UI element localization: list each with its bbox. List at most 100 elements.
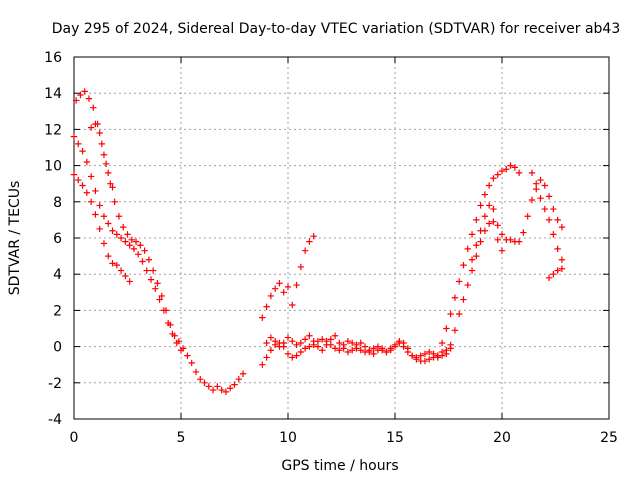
data-point	[306, 343, 313, 350]
data-point	[443, 325, 450, 332]
series-12	[528, 169, 566, 282]
data-point	[451, 294, 459, 301]
data-point	[464, 245, 471, 253]
data-point	[533, 180, 540, 187]
data-point	[137, 242, 144, 249]
data-point	[550, 205, 557, 213]
data-point	[490, 218, 497, 225]
data-point	[537, 176, 544, 184]
data-point	[201, 379, 208, 386]
data-point	[460, 261, 467, 269]
data-point	[485, 182, 493, 189]
data-point	[135, 251, 142, 258]
data-point	[122, 272, 129, 280]
data-point	[263, 354, 270, 361]
data-point	[276, 280, 283, 287]
series-6	[263, 332, 454, 361]
data-point	[75, 176, 82, 184]
data-point	[113, 261, 120, 269]
data-point	[498, 231, 506, 238]
y-axis-label: SDTVAR / TECUs	[7, 181, 23, 296]
data-point	[109, 227, 116, 234]
data-point	[494, 236, 501, 244]
data-point	[96, 129, 103, 137]
data-point	[259, 314, 266, 321]
x-axis-label: GPS time / hours	[281, 458, 398, 474]
data-point	[515, 238, 523, 245]
data-point	[323, 341, 330, 348]
data-point	[426, 348, 433, 356]
data-point	[468, 231, 476, 238]
data-point	[515, 169, 523, 177]
data-point	[100, 151, 108, 158]
data-point	[353, 341, 360, 348]
data-point	[426, 356, 433, 363]
data-point	[370, 345, 377, 352]
data-point	[90, 104, 97, 111]
data-point	[340, 345, 347, 352]
data-point	[117, 267, 125, 274]
data-point	[147, 276, 155, 283]
data-point	[545, 216, 553, 224]
data-point	[81, 88, 88, 95]
x-tick-label: 20	[493, 430, 511, 446]
data-point	[87, 124, 95, 131]
data-point	[128, 236, 135, 244]
y-tick-label: 12	[44, 122, 62, 138]
y-tick-label: 16	[44, 50, 62, 66]
data-point	[391, 343, 399, 350]
data-point	[143, 267, 150, 274]
data-point	[83, 189, 91, 196]
data-point	[192, 368, 200, 376]
data-point	[145, 256, 153, 263]
data-point	[507, 162, 514, 169]
data-point	[464, 281, 471, 289]
x-tick-label: 15	[386, 430, 404, 446]
data-point	[460, 296, 467, 303]
y-tick-label: -4	[48, 412, 62, 428]
data-point	[533, 185, 540, 193]
data-point	[92, 187, 99, 195]
data-point	[218, 386, 225, 394]
grid	[74, 57, 609, 419]
data-point	[177, 347, 185, 354]
data-point	[494, 222, 501, 229]
data-point	[366, 348, 373, 356]
data-point	[124, 231, 131, 238]
data-point	[96, 225, 103, 233]
data-point	[319, 347, 326, 354]
data-point	[284, 283, 292, 291]
data-point	[259, 361, 266, 368]
x-tick-label: 10	[279, 430, 297, 446]
data-point	[132, 238, 140, 245]
data-point	[387, 347, 394, 354]
data-point	[468, 267, 476, 274]
data-point	[370, 350, 377, 358]
series-7	[259, 280, 292, 321]
data-point	[109, 260, 116, 267]
data-point	[70, 133, 78, 140]
data-point	[374, 347, 382, 354]
data-point	[545, 274, 553, 282]
data-point	[139, 258, 146, 265]
data-point	[77, 91, 84, 99]
data-point	[85, 95, 93, 102]
data-point	[550, 231, 557, 238]
data-point	[271, 337, 279, 345]
chart-title: Day 295 of 2024, Sidereal Day-to-day VTE…	[52, 21, 621, 37]
data-point	[70, 171, 78, 178]
data-point	[297, 263, 305, 271]
data-point	[310, 232, 317, 240]
data-point	[456, 278, 463, 285]
data-point	[528, 169, 536, 177]
y-tick-label: 0	[53, 340, 62, 356]
data-point	[447, 310, 454, 318]
data-point	[154, 280, 161, 287]
data-point	[301, 336, 309, 343]
data-point	[336, 339, 343, 347]
data-point	[276, 343, 283, 350]
series-3	[70, 171, 133, 285]
data-point	[331, 332, 339, 339]
data-point	[214, 383, 221, 390]
